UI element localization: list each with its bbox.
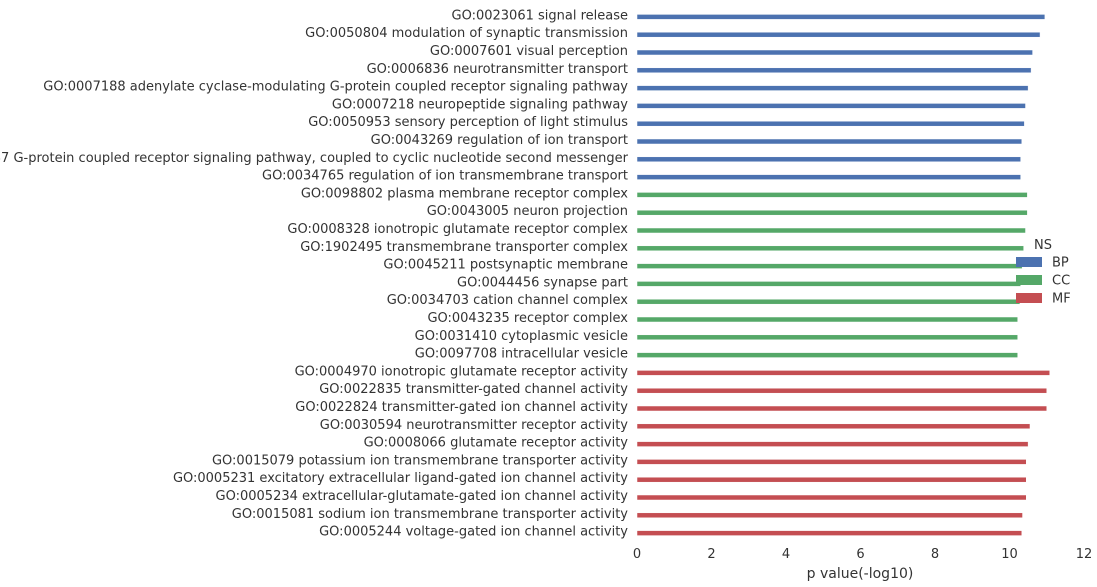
bar: [636, 85, 1029, 91]
category-label: GO:0031410 cytoplasmic vesicle: [415, 329, 628, 344]
category-label: GO:0034703 cation channel complex: [387, 293, 629, 308]
category-label: GO:0050804 modulation of synaptic transm…: [305, 26, 628, 41]
bar: [636, 245, 1024, 252]
bar: [636, 227, 1026, 234]
category-label: GO:0097708 intracellular vesicle: [415, 347, 628, 362]
x-axis: 0 2 4 6 8 10 12: [633, 547, 1092, 562]
category-label: GO:0007218 neuropeptide signaling pathwa…: [332, 97, 628, 112]
category-label: GO:1902495 transmembrane transporter com…: [300, 240, 628, 255]
bar: [636, 67, 1032, 74]
bar: [636, 334, 1018, 341]
legend: NS BP CC MF: [1016, 238, 1071, 307]
category-labels: GO:0023061 signal release GO:0050804 modu…: [0, 8, 629, 539]
category-label: GO:0004970 ionotropic glutamate receptor…: [295, 364, 629, 379]
bar: [636, 387, 1047, 394]
bar: [636, 512, 1023, 519]
x-tick-label: 2: [707, 547, 715, 562]
x-tick-label: 0: [633, 547, 641, 562]
category-label: GO:0044456 synapse part: [457, 275, 628, 290]
bar: [636, 316, 1018, 323]
legend-swatch-bp: [1016, 257, 1042, 267]
x-axis-label: p value(-log10): [807, 566, 914, 582]
bar: [636, 298, 1021, 305]
bar: [636, 138, 1023, 145]
category-label: GO:0015079 potassium ion transmembrane t…: [212, 453, 628, 468]
category-label: GO:0022835 transmitter-gated channel act…: [319, 382, 628, 397]
category-label: GO:0043269 regulation of ion transport: [371, 133, 628, 148]
category-label: GO:0043005 neuron projection: [427, 204, 628, 219]
category-label: GO:0005234 extracellular-glutamate-gated…: [216, 489, 629, 504]
legend-title: NS: [1034, 238, 1052, 253]
category-label: GO:0007187 G-protein coupled receptor si…: [0, 151, 629, 166]
category-label: GO:0050953 sensory perception of light s…: [308, 115, 628, 130]
x-tick-label: 6: [856, 547, 864, 562]
category-label: GO:0007601 visual perception: [430, 44, 628, 59]
bar: [636, 120, 1025, 127]
bar: [636, 405, 1047, 412]
bar: [636, 281, 1021, 287]
category-label: GO:0007188 adenylate cyclase-modulating …: [43, 80, 628, 95]
bar: [636, 14, 1046, 20]
bar: [636, 156, 1021, 163]
bar: [636, 370, 1050, 376]
bar: [636, 476, 1027, 483]
bars-layer: [636, 14, 1050, 536]
x-tick-label: 12: [1076, 547, 1093, 562]
category-label: GO:0023061 signal release: [452, 8, 628, 23]
category-label: GO:0030594 neurotransmitter receptor act…: [320, 418, 629, 433]
bar: [636, 49, 1033, 56]
category-label: GO:0015081 sodium ion transmembrane tran…: [232, 507, 628, 522]
bar: [636, 352, 1018, 358]
category-label: GO:0034765 regulation of ion transmembra…: [262, 169, 628, 184]
bar: [636, 459, 1027, 465]
bar: [636, 209, 1028, 216]
bar: [636, 103, 1026, 109]
legend-swatch-cc: [1016, 275, 1042, 285]
bar: [636, 174, 1021, 180]
legend-label-mf: MF: [1052, 292, 1071, 307]
bar: [636, 31, 1041, 38]
category-label: GO:0098802 plasma membrane receptor comp…: [301, 186, 628, 201]
category-label: GO:0045211 postsynaptic membrane: [383, 258, 628, 273]
bar: [636, 423, 1031, 430]
category-label: GO:0005244 voltage-gated ion channel act…: [319, 525, 628, 540]
x-tick-label: 4: [782, 547, 790, 562]
bar: [636, 441, 1029, 447]
legend-swatch-mf: [1016, 293, 1042, 303]
bar: [636, 494, 1027, 501]
legend-label-cc: CC: [1052, 274, 1070, 289]
x-tick-label: 8: [931, 547, 939, 562]
x-tick-label: 10: [1001, 547, 1018, 562]
legend-label-bp: BP: [1052, 256, 1069, 271]
bar: [636, 192, 1028, 198]
category-label: GO:0008066 glutamate receptor activity: [364, 436, 629, 451]
category-label: GO:0005231 excitatory extracellular liga…: [173, 471, 628, 486]
bar: [636, 530, 1023, 536]
category-label: GO:0006836 neurotransmitter transport: [367, 62, 628, 77]
category-label: GO:0043235 receptor complex: [427, 311, 628, 326]
category-label: GO:0008328 ionotropic glutamate receptor…: [287, 222, 628, 237]
bar: [636, 263, 1023, 269]
category-label: GO:0022824 transmitter-gated ion channel…: [295, 400, 628, 415]
